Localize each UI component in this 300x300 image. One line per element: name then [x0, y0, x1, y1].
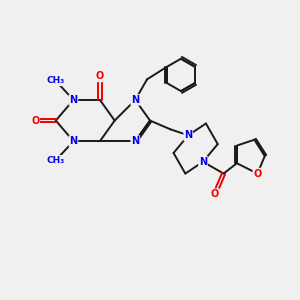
Text: CH₃: CH₃	[47, 156, 65, 165]
Text: O: O	[31, 116, 39, 126]
Text: O: O	[96, 71, 104, 81]
Text: N: N	[184, 130, 192, 140]
Text: N: N	[69, 95, 77, 105]
Text: CH₃: CH₃	[47, 76, 65, 85]
Text: O: O	[211, 189, 219, 199]
Text: O: O	[253, 169, 262, 178]
Text: N: N	[131, 95, 139, 105]
Text: N: N	[199, 157, 207, 167]
Text: N: N	[131, 136, 139, 146]
Text: N: N	[69, 136, 77, 146]
